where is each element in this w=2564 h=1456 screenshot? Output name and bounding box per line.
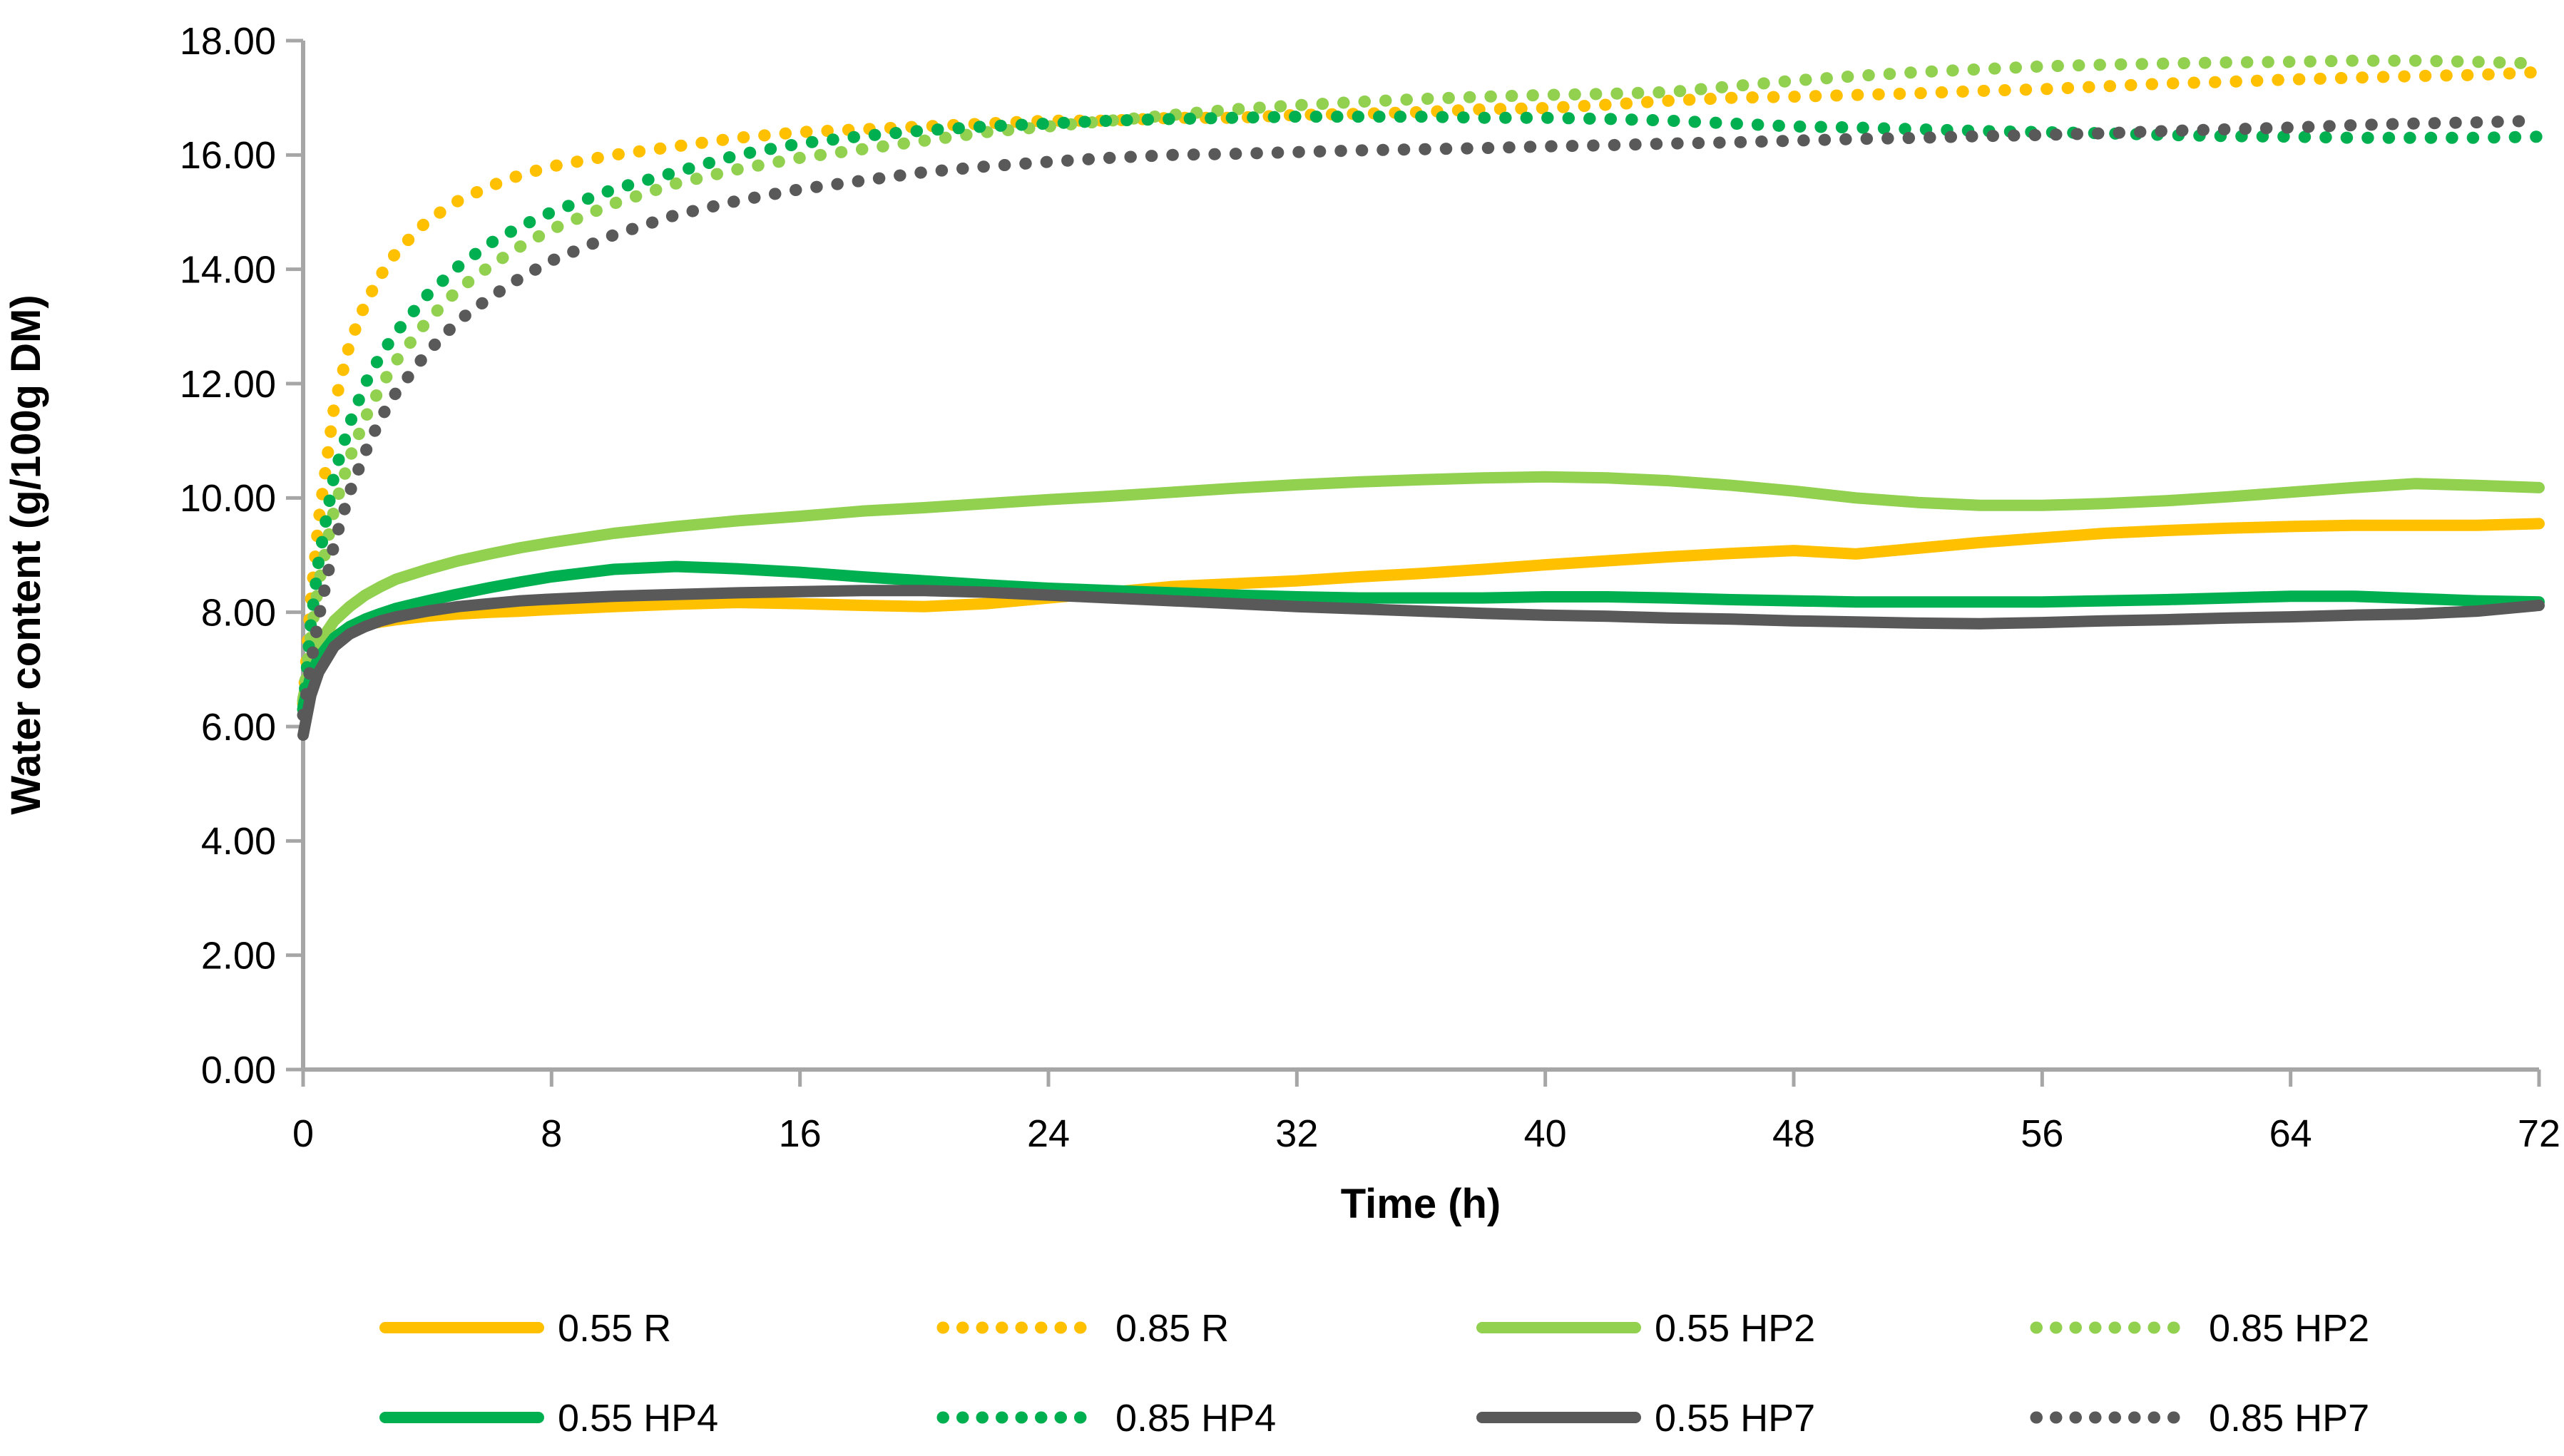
y-tick-label: 10.00 [180, 477, 276, 520]
y-tick-label: 4.00 [201, 820, 276, 863]
series-line-0-55-hp2 [297, 471, 2545, 704]
y-axis-title: Water content (g/100g DM) [3, 294, 49, 814]
legend-item-0-85-hp2: 0.85 HP2 [2030, 1307, 2369, 1350]
legend-label: 0.55 HP2 [1655, 1307, 1815, 1350]
y-tick-label: 18.00 [180, 20, 276, 63]
tick-labels: 0.00 2.00 4.00 6.00 8.00 10.00 12.00 14.00 16.00… [180, 20, 2560, 1155]
legend-item-0-85-hp4: 0.85 HP4 [936, 1397, 1276, 1440]
series-line-0-85-hp4 [297, 111, 2545, 716]
legend-label: 0.85 HP2 [2209, 1307, 2369, 1350]
legend: 0.55 R 0.85 R 0.55 HP2 0.85 HP2 0.55 HP4 0.85… [379, 1307, 2369, 1440]
x-tick-label: 24 [1027, 1112, 1070, 1155]
y-tick-label: 2.00 [201, 935, 276, 978]
x-tick-label: 48 [1772, 1112, 1815, 1155]
axes [286, 39, 2541, 1087]
x-tick-label: 64 [2269, 1112, 2312, 1155]
legend-label: 0.55 R [558, 1307, 671, 1350]
y-tick-label: 0.00 [201, 1049, 276, 1092]
x-tick-label: 0 [292, 1112, 314, 1155]
series-line-0-55-hp7 [297, 585, 2545, 741]
legend-label: 0.85 HP7 [2209, 1397, 2369, 1440]
y-tick-label: 14.00 [180, 249, 276, 292]
x-tick-label: 40 [1524, 1112, 1567, 1155]
series-line-0-85-r [297, 66, 2545, 710]
y-tick-label: 12.00 [180, 363, 276, 406]
series-lines [297, 54, 2545, 741]
y-tick-label: 16.00 [180, 134, 276, 177]
legend-item-0-85-r: 0.85 R [936, 1307, 1229, 1350]
series-line-0-55-hp4 [297, 560, 2545, 712]
legend-item-0-55-r: 0.55 R [379, 1307, 671, 1350]
x-tick-label: 56 [2021, 1112, 2063, 1155]
y-tick-label: 6.00 [201, 706, 276, 749]
legend-label: 0.85 HP4 [1115, 1397, 1276, 1440]
legend-item-0-85-hp7: 0.85 HP7 [2030, 1397, 2369, 1440]
legend-label: 0.55 HP7 [1655, 1397, 1815, 1440]
legend-item-0-55-hp7: 0.55 HP7 [1476, 1397, 1815, 1440]
x-tick-label: 72 [2518, 1112, 2560, 1155]
x-axis-title: Time (h) [1341, 1181, 1501, 1227]
y-tick-label: 8.00 [201, 592, 276, 635]
x-tick-label: 16 [779, 1112, 822, 1155]
x-tick-label: 8 [541, 1112, 562, 1155]
legend-item-0-55-hp4: 0.55 HP4 [379, 1397, 718, 1440]
x-tick-label: 32 [1275, 1112, 1318, 1155]
series-line-0-85-hp7 [297, 114, 2545, 722]
legend-label: 0.55 HP4 [558, 1397, 718, 1440]
legend-item-0-55-hp2: 0.55 HP2 [1476, 1307, 1815, 1350]
legend-label: 0.85 R [1115, 1307, 1229, 1350]
